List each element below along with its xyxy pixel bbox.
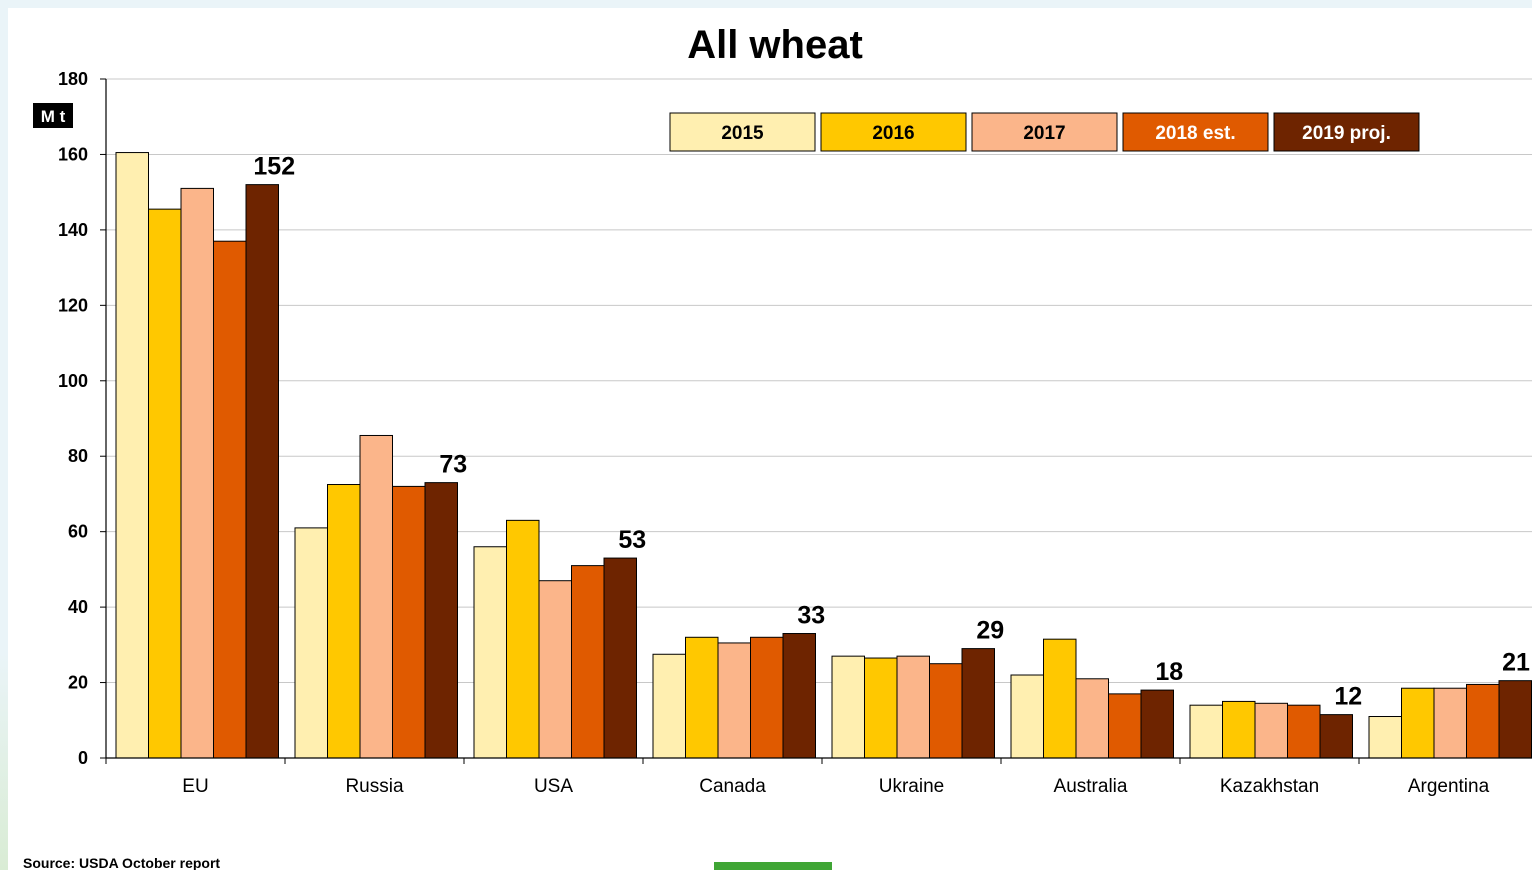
chart-title: All wheat (687, 23, 863, 67)
bar-usa-2016 (506, 519, 540, 759)
bar-argentina-2015 (1368, 716, 1402, 759)
bar-ukraine-2017 (896, 655, 930, 759)
source-note: Source: USDA October report (23, 855, 220, 870)
x-category-label: Australia (1054, 776, 1128, 797)
bar-usa-2017 (538, 580, 572, 759)
bar-canada-2018-est- (750, 636, 784, 759)
legend-swatch-2015 (669, 112, 816, 152)
x-category-label: Kazakhstan (1220, 776, 1319, 797)
legend-label: 2017 (1023, 123, 1065, 144)
bar-australia-2018-est- (1108, 693, 1142, 759)
bar-argentina-2018-est- (1466, 683, 1500, 759)
y-tick-label: 40 (68, 597, 88, 617)
data-label-argentina: 21 (1502, 649, 1530, 677)
y-tick-label: 100 (58, 371, 88, 391)
y-tick-label: 20 (68, 673, 88, 693)
bar-australia-2017 (1075, 678, 1109, 759)
gridlines (106, 78, 1532, 684)
bar-russia-2019-proj- (424, 482, 458, 759)
x-category-label: USA (534, 776, 573, 797)
data-label-usa: 53 (618, 526, 646, 554)
bar-kazakhstan-2019-proj- (1319, 714, 1353, 759)
bar-eu-2018-est- (213, 240, 247, 759)
legend: 2015 2016 2017 2018 est. 2019 proj. (669, 112, 1420, 152)
x-category-label: Canada (699, 776, 766, 797)
bar-usa-2015 (473, 546, 507, 759)
bar-ukraine-2019-proj- (961, 648, 995, 759)
x-category-label: EU (182, 776, 208, 797)
bar-eu-2016 (148, 208, 182, 759)
bar-argentina-2019-proj- (1498, 680, 1532, 759)
bar-canada-2015 (652, 653, 686, 759)
bar-australia-2019-proj- (1140, 689, 1174, 759)
slide-frame-top (0, 0, 1532, 8)
axes: 0 20 40 60 80 100 120 140 160 180 EU Russia USA Canad… (58, 69, 1532, 797)
bar-argentina-2016 (1401, 687, 1435, 759)
bar-russia-2016 (327, 484, 361, 759)
unit-label: M t (41, 107, 66, 126)
legend-swatch-2016 (820, 112, 967, 152)
legend-label: 2019 proj. (1302, 123, 1391, 144)
bar-australia-2016 (1043, 638, 1077, 759)
bar-kazakhstan-2018-est- (1287, 704, 1321, 759)
bars (115, 152, 1532, 759)
bar-kazakhstan-2016 (1222, 700, 1256, 759)
bar-usa-2018-est- (571, 565, 605, 759)
legend-swatch-2017 (971, 112, 1118, 152)
bar-ukraine-2016 (864, 657, 898, 759)
data-label-ukraine: 29 (976, 617, 1004, 645)
bar-argentina-2017 (1433, 687, 1467, 759)
bar-usa-2019-proj- (603, 557, 637, 759)
legend-swatch-2018-est- (1122, 112, 1269, 152)
legend-label: 2016 (872, 123, 914, 144)
y-tick-label: 120 (58, 295, 88, 315)
data-label-canada: 33 (797, 602, 825, 630)
unit-badge: M t (33, 103, 73, 128)
x-category-label: Argentina (1408, 776, 1490, 797)
y-tick-label: 60 (68, 522, 88, 542)
legend-label: 2015 (721, 123, 764, 144)
y-tick-label: 160 (58, 144, 88, 164)
legend-label: 2018 est. (1155, 123, 1235, 144)
bar-eu-2015 (115, 152, 149, 759)
bar-australia-2015 (1010, 674, 1044, 759)
x-category-label: Russia (345, 776, 404, 797)
y-tick-label: 140 (58, 220, 88, 240)
bar-kazakhstan-2015 (1189, 704, 1223, 759)
bar-eu-2019-proj- (245, 184, 279, 759)
data-label-russia: 73 (439, 451, 467, 479)
slide-frame-left (0, 0, 8, 870)
bar-russia-2018-est- (392, 485, 426, 759)
bar-canada-2016 (685, 636, 719, 759)
bar-ukraine-2015 (831, 655, 865, 759)
bar-russia-2015 (294, 527, 328, 759)
data-label-eu: 152 (253, 153, 295, 181)
y-tick-label: 180 (58, 69, 88, 89)
bar-ukraine-2018-est- (929, 663, 963, 759)
y-tick-label: 80 (68, 446, 88, 466)
y-tick-label: 0 (78, 748, 88, 768)
data-label-australia: 18 (1155, 658, 1183, 686)
data-labels: 152 73 53 33 29 18 12 21 (253, 153, 1530, 711)
bar-canada-2019-proj- (782, 633, 816, 759)
x-category-label: Ukraine (879, 776, 944, 797)
legend-swatch-2019-proj- (1273, 112, 1420, 152)
bar-eu-2017 (180, 187, 214, 759)
green-tab (714, 862, 832, 870)
data-label-kazakhstan: 12 (1334, 683, 1362, 711)
bar-kazakhstan-2017 (1254, 702, 1288, 759)
bar-russia-2017 (359, 434, 393, 759)
bar-canada-2017 (717, 642, 751, 759)
